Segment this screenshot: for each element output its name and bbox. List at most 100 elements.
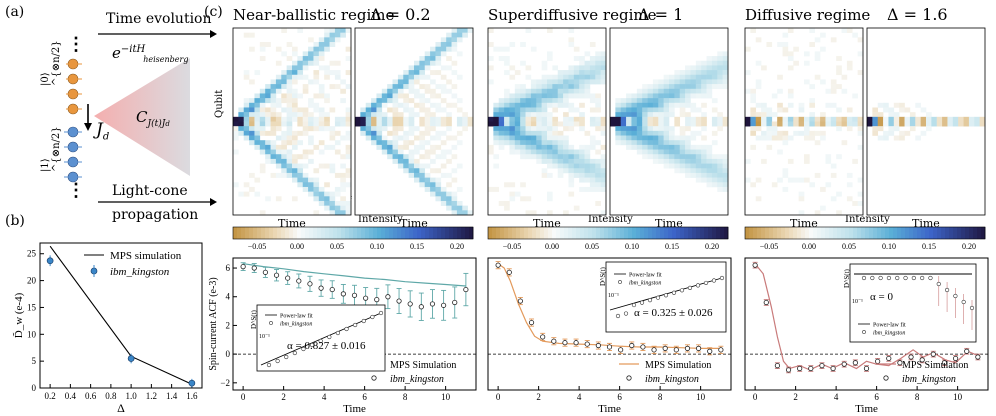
heatmap-cell: [647, 126, 654, 132]
heatmap-cell: [552, 116, 559, 122]
colorbar-segment: [724, 227, 729, 239]
heatmap-cell: [259, 88, 266, 94]
heatmap-cell: [392, 102, 399, 108]
heatmap-cell: [647, 144, 654, 150]
heatmap-cell: [520, 149, 526, 155]
heatmap-cell: [652, 154, 659, 160]
device-point: [273, 272, 280, 278]
heatmap-cell: [674, 93, 681, 99]
heatmap-cell: [547, 102, 553, 108]
inset-point: [936, 281, 941, 287]
heatmap-cell: [547, 84, 553, 90]
heatmap-cell: [435, 121, 442, 127]
device-point: [188, 379, 196, 387]
heatmap-cell: [281, 149, 287, 155]
heatmap-cell: [414, 126, 420, 132]
heatmap-cell: [259, 56, 266, 62]
device-point: [941, 360, 948, 366]
colorbar-segment: [668, 227, 673, 239]
heatmap-cell: [761, 121, 767, 127]
heatmap-cell: [345, 135, 352, 141]
heatmap-cell: [579, 56, 585, 62]
heatmap-cell: [292, 196, 298, 202]
heatmap-cell: [589, 135, 596, 141]
heatmap-cell: [584, 60, 591, 66]
heatmap-cell: [777, 42, 783, 47]
heatmap-cell: [329, 37, 336, 43]
heatmap-cell: [573, 154, 580, 160]
heatmap-cell: [717, 56, 723, 62]
heatmap-cell: [600, 144, 607, 150]
heatmap-cell: [557, 79, 564, 85]
heatmap-cell: [329, 84, 336, 90]
heatmap-cell: [620, 107, 627, 113]
heatmap-cell: [440, 98, 447, 104]
heatmap-cell: [963, 116, 970, 122]
heatmap-cell: [701, 121, 707, 127]
heatmap-cell: [397, 88, 404, 94]
heatmap-cell: [852, 121, 858, 127]
heatmap-cell: [525, 126, 532, 132]
colorbar-segment: [433, 227, 438, 239]
heatmap-cell: [979, 116, 986, 122]
heatmap-cell: [717, 60, 723, 66]
colorbar-segment: [309, 227, 314, 239]
inset-point: [903, 275, 908, 281]
heatmap-cell: [642, 107, 648, 113]
heatmap-cell: [308, 149, 314, 155]
colorbar-segment: [317, 227, 322, 239]
heatmap-cell: [435, 116, 442, 122]
heatmap-cell: [695, 74, 702, 80]
heatmap-cell: [498, 130, 505, 136]
heatmap-cell: [435, 51, 442, 57]
heatmap-cell: [877, 102, 884, 108]
colorbar-label: Intensity: [358, 214, 403, 225]
mps-simulation-line: [243, 263, 466, 287]
heatmap-cell: [573, 65, 580, 71]
heatmap-cell: [589, 79, 596, 85]
inset-point: [275, 358, 280, 364]
heatmap-cell: [745, 70, 751, 76]
heatmap-cell: [804, 135, 810, 141]
heatmap-cell: [414, 74, 420, 80]
heatmap-cell: [893, 121, 900, 127]
heatmap-cell: [419, 74, 426, 80]
heatmap-cell: [281, 130, 287, 136]
heatmap-cell: [541, 65, 548, 71]
colorbar-segment: [716, 227, 721, 239]
acf-frame: [232, 257, 477, 391]
heatmap-cell: [424, 149, 431, 155]
heatmap-cell: [297, 172, 304, 178]
heatmap-cell: [701, 79, 707, 85]
heatmap-cell: [589, 182, 596, 188]
heatmap-cell: [647, 135, 654, 141]
heatmap-cell: [761, 112, 767, 118]
inset-legend-device: ibm_kingston: [873, 331, 905, 337]
heatmap-cell: [690, 149, 697, 155]
heatmap-cell: [595, 168, 601, 174]
heatmap-cell: [771, 126, 778, 132]
heatmap-cell: [690, 163, 697, 169]
inset-point: [378, 310, 384, 316]
y-tick-label: 0: [32, 383, 37, 393]
heatmap-cell: [249, 130, 255, 136]
heatmap-cell: [424, 130, 431, 136]
heatmap-cell: [509, 196, 516, 202]
heatmap-cell: [690, 172, 697, 178]
heatmap-cell: [589, 56, 596, 62]
inset-alpha: α = 0: [870, 291, 893, 303]
heatmap-cell: [798, 107, 805, 113]
colorbar-segment: [516, 227, 521, 239]
heatmap-cell: [514, 121, 521, 127]
heatmap-cell: [552, 121, 559, 127]
heatmap-cell: [888, 112, 895, 118]
heatmap-cell: [525, 116, 532, 122]
heatmap-cell: [403, 154, 409, 160]
heatmap-cell: [514, 130, 521, 136]
device-point: [629, 342, 635, 349]
heatmap-cell: [424, 116, 431, 122]
heatmap-cell: [782, 107, 789, 113]
heatmap-cell: [456, 51, 463, 57]
heatmap-cell: [589, 74, 596, 80]
colorbar-segment: [797, 227, 802, 239]
